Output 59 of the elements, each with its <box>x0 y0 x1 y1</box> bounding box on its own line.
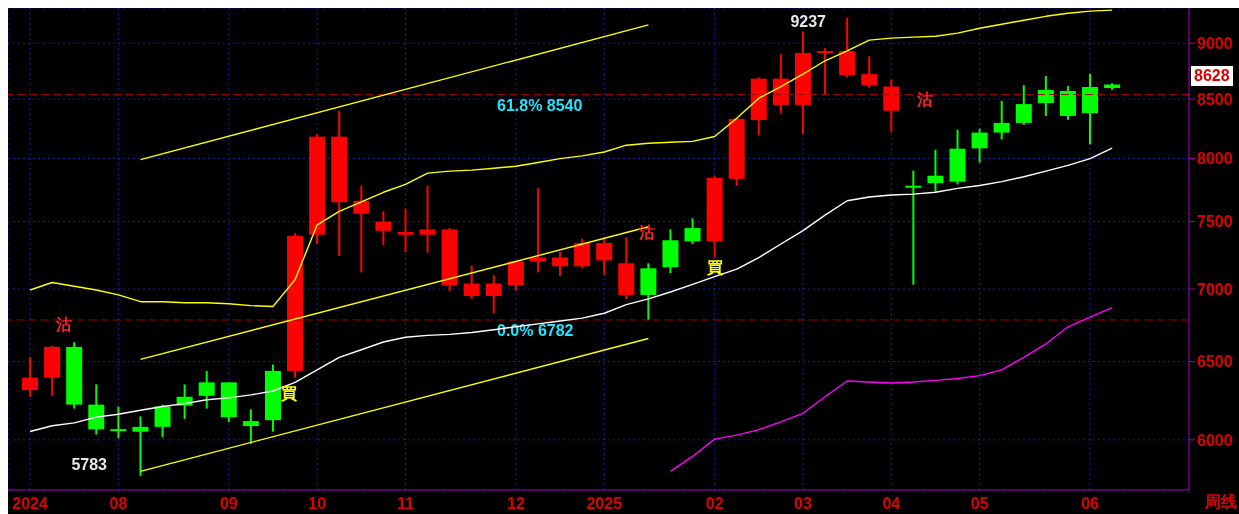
x-tick-label: 12 <box>507 495 525 513</box>
candlestick <box>552 251 569 277</box>
candlestick <box>529 187 546 274</box>
candlestick <box>242 408 259 445</box>
candlestick <box>198 369 215 410</box>
x-tick-label: 09 <box>219 495 238 513</box>
x-tick-label: 05 <box>970 495 989 513</box>
candlestick <box>110 405 127 440</box>
y-tick-label: 6500 <box>1197 353 1233 371</box>
candlestick <box>684 217 701 245</box>
candlestick <box>861 55 878 89</box>
line-series <box>669 306 1113 472</box>
candlestick <box>419 184 436 254</box>
candlestick <box>353 184 370 274</box>
y-tick-label: 7500 <box>1197 213 1233 231</box>
annotation: 沽 <box>917 90 933 110</box>
candlestick <box>817 47 834 95</box>
candlestick <box>463 264 480 300</box>
annotation: 買 <box>281 384 297 404</box>
x-tick-label: 11 <box>397 495 415 513</box>
y-tick-label: 7000 <box>1197 280 1233 298</box>
annotation: 5783 <box>71 455 107 475</box>
y-tick-label: 9000 <box>1197 34 1233 52</box>
y-tick-label: 8000 <box>1197 150 1233 168</box>
x-tick-label: 03 <box>794 495 812 513</box>
candlestick <box>574 237 591 270</box>
candlestick <box>993 99 1010 141</box>
candlestick <box>22 356 39 398</box>
ref-line-label: 61.8% 8540 <box>497 96 583 114</box>
x-tick-label: 2025 <box>586 495 623 513</box>
candlestick <box>596 236 613 277</box>
candlestick <box>375 210 392 247</box>
x-tick-label: 06 <box>1081 495 1100 513</box>
ref-line-label: 0.0% 6782 <box>497 321 574 339</box>
annotation: 9237 <box>790 12 826 32</box>
y-tick-label: 8500 <box>1197 90 1233 108</box>
line-series <box>29 147 1113 433</box>
text: 周线 <box>1205 492 1237 512</box>
y-tick-label: 6000 <box>1197 431 1233 449</box>
candlestick <box>485 274 502 315</box>
annotation: 沽 <box>639 223 655 243</box>
candlestick <box>132 415 149 477</box>
candlestick <box>397 207 414 254</box>
annotation: 沽 <box>56 315 72 335</box>
candlestick <box>1015 84 1032 126</box>
candlestick <box>1037 75 1054 117</box>
x-tick-label: 10 <box>308 495 327 513</box>
line-series <box>29 9 1113 308</box>
x-tick-label: 2024 <box>12 495 48 513</box>
candlestick <box>971 127 988 164</box>
candlestick <box>154 403 171 439</box>
candlestick <box>905 169 922 286</box>
text: 8628 <box>1191 66 1233 86</box>
x-tick-label: 04 <box>882 495 901 513</box>
x-tick-label: 08 <box>109 495 128 513</box>
annotation: 買 <box>707 258 723 278</box>
candlestick <box>507 260 524 292</box>
candlestick <box>927 148 944 193</box>
x-tick-label: 02 <box>705 495 724 513</box>
